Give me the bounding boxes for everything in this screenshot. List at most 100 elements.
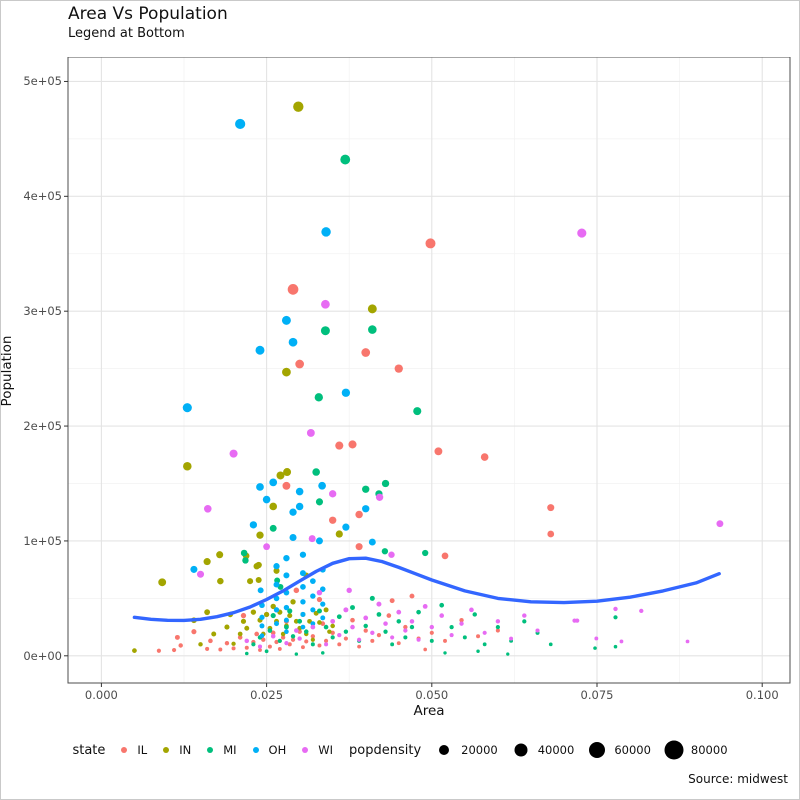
y-tick-label: 0e+00 bbox=[23, 648, 62, 663]
data-point-IL bbox=[361, 348, 371, 357]
popdensity-key-label: 40000 bbox=[537, 743, 575, 757]
data-point-MI bbox=[495, 624, 500, 630]
data-point-OH bbox=[182, 403, 192, 413]
data-point-IL bbox=[476, 634, 481, 639]
data-point-OH bbox=[362, 505, 370, 513]
data-point-WI bbox=[297, 636, 302, 641]
data-point-WI bbox=[270, 633, 276, 639]
data-point-OH bbox=[289, 533, 297, 542]
data-point-WI bbox=[229, 449, 238, 458]
data-point-OH bbox=[255, 345, 265, 355]
data-point-OH bbox=[300, 584, 306, 590]
data-point-MI bbox=[368, 325, 377, 334]
data-point-WI bbox=[346, 587, 352, 594]
data-point-WI bbox=[383, 621, 388, 626]
data-point-IL bbox=[355, 510, 363, 519]
data-point-MI bbox=[343, 629, 349, 634]
data-point-IN bbox=[367, 304, 377, 314]
data-point-WI bbox=[716, 520, 724, 528]
data-point-IN bbox=[216, 551, 224, 559]
data-point-IL bbox=[357, 644, 362, 649]
data-point-MI bbox=[320, 326, 330, 336]
data-point-WI bbox=[306, 429, 315, 437]
data-point-WI bbox=[509, 636, 514, 641]
data-point-IL bbox=[547, 504, 555, 512]
state-key-dot-icon bbox=[252, 747, 259, 753]
data-point-MI bbox=[462, 635, 467, 640]
data-point-OH bbox=[342, 523, 350, 531]
data-point-IL bbox=[244, 645, 249, 650]
data-point-IL bbox=[156, 648, 161, 653]
data-point-IN bbox=[203, 558, 211, 566]
data-point-IN bbox=[269, 502, 278, 511]
data-point-OH bbox=[320, 601, 326, 607]
data-point-WI bbox=[416, 637, 421, 642]
data-point-IN bbox=[183, 461, 192, 471]
data-point-OH bbox=[299, 551, 307, 558]
data-point-OH bbox=[274, 621, 280, 627]
data-point-WI bbox=[482, 630, 487, 635]
data-point-WI bbox=[449, 633, 454, 638]
source-caption: Source: midwest bbox=[688, 772, 788, 786]
data-point-WI bbox=[284, 641, 289, 646]
data-point-IN bbox=[240, 618, 247, 624]
state-key-dot-icon bbox=[207, 747, 214, 753]
data-point-IL bbox=[386, 613, 392, 618]
data-point-MI bbox=[240, 549, 248, 557]
data-point-WI bbox=[370, 630, 375, 635]
data-point-WI bbox=[594, 636, 599, 641]
data-point-IN bbox=[247, 578, 254, 585]
data-point-WI bbox=[388, 551, 395, 558]
data-point-WI bbox=[363, 615, 369, 621]
state-key-dot-icon bbox=[302, 747, 309, 753]
state-key-MI: MI bbox=[204, 743, 237, 757]
data-point-IL bbox=[337, 642, 342, 647]
data-point-IL bbox=[237, 635, 243, 640]
data-point-MI bbox=[323, 624, 329, 630]
data-point-MI bbox=[476, 649, 480, 653]
data-point-MI bbox=[287, 608, 293, 614]
data-point-OH bbox=[259, 614, 265, 620]
data-point-WI bbox=[324, 642, 329, 647]
data-point-OH bbox=[310, 607, 316, 613]
data-point-IL bbox=[389, 598, 395, 604]
data-point-IL bbox=[293, 587, 300, 594]
popdensity-key-dot-icon bbox=[439, 745, 450, 755]
popdensity-key-dot-icon bbox=[589, 742, 606, 758]
x-axis-title: Area bbox=[413, 703, 445, 719]
data-point-WI bbox=[196, 570, 205, 578]
data-point-WI bbox=[390, 635, 395, 640]
data-point-IN bbox=[282, 367, 291, 377]
data-point-IL bbox=[277, 646, 282, 651]
popdensity-key-label: 20000 bbox=[461, 743, 498, 757]
data-point-IN bbox=[255, 576, 262, 584]
data-point-MI bbox=[548, 642, 553, 647]
state-key-label: MI bbox=[223, 743, 237, 757]
data-point-MI bbox=[613, 644, 618, 649]
popdensity-key-label: 80000 bbox=[690, 743, 728, 757]
data-point-MI bbox=[316, 608, 322, 614]
data-point-MI bbox=[362, 485, 370, 493]
data-point-OH bbox=[257, 587, 264, 594]
data-point-OH bbox=[281, 315, 291, 325]
data-point-IL bbox=[350, 617, 355, 623]
data-point-MI bbox=[270, 613, 276, 619]
y-axis-title: Population bbox=[0, 335, 15, 407]
data-point-WI bbox=[350, 624, 355, 630]
data-point-OH bbox=[299, 570, 306, 577]
data-point-IL bbox=[224, 640, 230, 646]
data-point-OH bbox=[273, 581, 280, 588]
data-point-IL bbox=[459, 617, 464, 623]
data-point-MI bbox=[429, 638, 434, 643]
data-point-WI bbox=[203, 504, 212, 513]
data-point-IN bbox=[244, 625, 250, 631]
data-point-OH bbox=[283, 572, 290, 579]
data-point-IL bbox=[267, 644, 272, 649]
data-point-IL bbox=[425, 238, 436, 249]
data-point-MI bbox=[310, 642, 315, 647]
x-tick-label: 0.100 bbox=[745, 688, 779, 702]
popdensity-size-legend: popdensity 20000 40000 60000 80000 bbox=[349, 740, 728, 760]
data-point-WI bbox=[639, 608, 644, 614]
data-point-MI bbox=[264, 649, 269, 654]
state-key-OH: OH bbox=[250, 743, 286, 757]
